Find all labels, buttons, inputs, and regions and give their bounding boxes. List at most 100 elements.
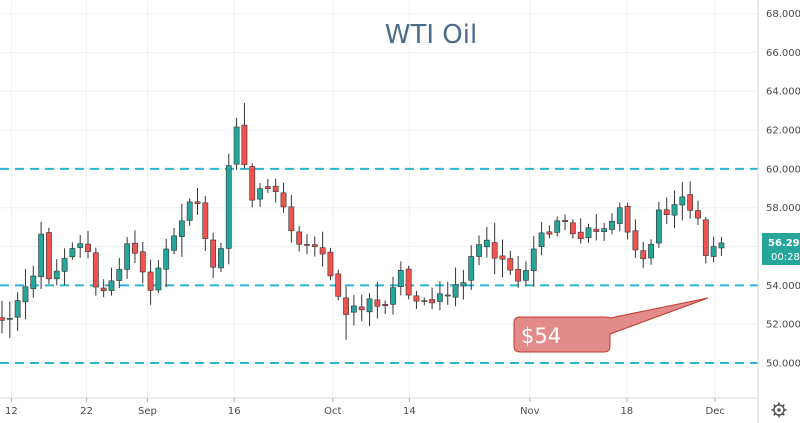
candle: [695, 200, 701, 225]
candle: [288, 194, 295, 243]
candle: [468, 245, 475, 290]
candle-body: [92, 252, 99, 288]
x-tick-label: 14: [403, 406, 416, 417]
candle-body: [671, 204, 678, 216]
candle-body: [311, 244, 318, 248]
candle: [390, 276, 396, 315]
candle: [491, 222, 498, 275]
x-tick-label: Nov: [520, 406, 540, 417]
candle-body: [538, 232, 545, 247]
candle-body: [53, 270, 60, 280]
candle-body: [655, 209, 662, 244]
candle: [249, 163, 256, 208]
candle-body: [194, 201, 201, 204]
candle-body: [390, 287, 396, 305]
support-resistance-lines: [0, 167, 758, 365]
candle-body: [452, 284, 459, 298]
candle-body: [124, 243, 131, 270]
candle-body: [116, 269, 123, 281]
candle-body: [640, 250, 647, 260]
candle-body: [444, 294, 451, 297]
candle-body: [343, 297, 349, 315]
candle-body: [61, 258, 68, 272]
candle: [241, 102, 248, 169]
candle: [515, 256, 522, 288]
candle-body: [288, 206, 295, 232]
candle: [710, 236, 717, 263]
candle: [530, 235, 537, 287]
candle-body: [569, 222, 576, 235]
price-axis: 50.00052.00054.00056.00058.00060.00062.0…: [757, 0, 800, 423]
candle-body: [663, 209, 670, 216]
bar-countdown: 00:28: [771, 252, 800, 263]
candle: [92, 247, 99, 296]
candle: [687, 181, 694, 219]
candle-body: [609, 221, 615, 230]
y-tick-label: 64.000: [766, 87, 800, 98]
candle: [335, 269, 342, 301]
candle: [648, 239, 654, 265]
chart-grid: [0, 0, 758, 398]
candle: [601, 222, 608, 241]
y-tick-label: 66.000: [766, 48, 800, 59]
candle: [311, 236, 318, 257]
candle: [702, 217, 709, 264]
candle-body: [460, 282, 467, 287]
candle: [233, 117, 240, 170]
candle: [366, 293, 373, 327]
candle-body: [366, 298, 373, 313]
candle-body: [585, 227, 592, 239]
x-tick-label: Oct: [324, 406, 341, 417]
chart-title: WTI Oil: [385, 20, 477, 50]
settings-gear-icon[interactable]: [771, 402, 787, 418]
candle: [257, 183, 263, 207]
candle: [624, 202, 631, 240]
candle: [499, 239, 506, 278]
candle: [632, 219, 639, 258]
candle: [350, 294, 357, 326]
candle: [413, 290, 420, 309]
candle-body: [163, 248, 170, 270]
candle-body: [577, 231, 584, 240]
y-tick-label: 62.000: [766, 126, 800, 137]
candle: [163, 238, 170, 288]
candle: [554, 216, 561, 237]
candle: [429, 287, 435, 310]
candle: [218, 242, 224, 272]
candle-body: [405, 268, 412, 296]
candle: [0, 300, 5, 334]
candlestick-series: [0, 102, 725, 340]
candle-body: [530, 248, 537, 272]
candle: [444, 281, 451, 305]
candle: [476, 235, 482, 266]
candle: [304, 234, 310, 255]
candle: [124, 237, 131, 279]
candle-body: [171, 235, 177, 251]
candle: [679, 181, 686, 221]
candle-body: [272, 185, 279, 192]
candle-body: [0, 317, 5, 321]
candle-body: [374, 299, 381, 307]
candle-body: [358, 306, 365, 311]
candle-body: [562, 220, 568, 222]
candle-body: [280, 192, 287, 208]
candle: [577, 218, 584, 244]
candle-body: [679, 196, 686, 206]
candle-body: [218, 248, 224, 269]
candle-body: [210, 239, 217, 268]
candle-body: [491, 242, 498, 259]
candle: [14, 292, 21, 331]
candle: [147, 259, 154, 305]
candle-body: [69, 248, 76, 258]
candle: [546, 225, 553, 239]
candle-body: [178, 220, 185, 238]
candle: [178, 203, 185, 257]
candle-body: [632, 230, 639, 251]
candle-body: [14, 300, 21, 318]
candle-body: [296, 231, 303, 245]
candle: [609, 213, 615, 235]
candle: [30, 265, 37, 298]
candle: [483, 226, 490, 258]
callout-label: $54: [521, 324, 561, 348]
